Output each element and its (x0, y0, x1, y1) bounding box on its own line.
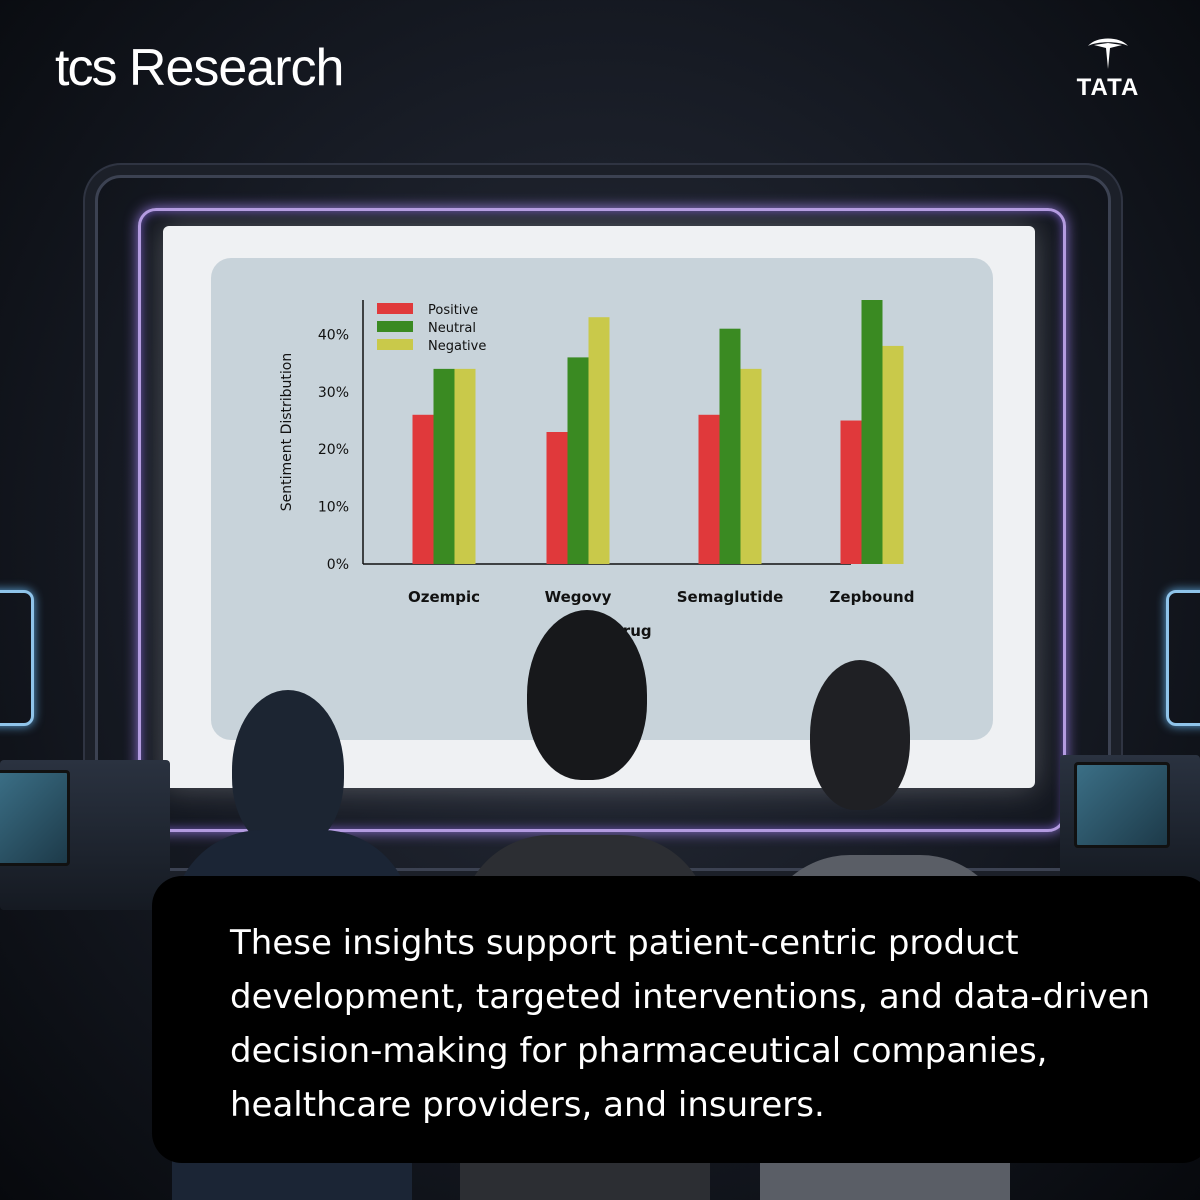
research-wordmark: Research (128, 39, 345, 97)
x-tick-label: Zepbound (830, 588, 915, 606)
y-tick-label: 0% (327, 557, 349, 573)
bar-positive (840, 420, 862, 564)
bar-neutral (719, 328, 741, 564)
legend-swatch-negative (377, 339, 413, 350)
bar-positive (698, 414, 720, 564)
caption-text: These insights support patient-centric p… (230, 923, 1151, 1125)
bar-negative (454, 368, 476, 564)
tata-wordmark: TATA (1076, 74, 1140, 101)
legend-label-neutral: Neutral (428, 321, 476, 336)
bar-neutral (567, 357, 589, 564)
tcs-wordmark: tcs (55, 39, 117, 97)
legend-label-positive: Positive (428, 303, 478, 318)
y-tick-label: 20% (318, 442, 349, 458)
bar-negative (740, 368, 762, 564)
right-wall-light (1166, 590, 1200, 726)
bar-positive (546, 432, 568, 564)
x-tick-label: Semaglutide (677, 588, 784, 606)
bar-neutral (861, 300, 883, 564)
left-monitor (0, 770, 70, 866)
x-tick-label: Wegovy (545, 588, 612, 606)
bar-negative (882, 345, 904, 564)
legend-label-negative: Negative (428, 339, 486, 354)
y-tick-label: 40% (318, 327, 349, 343)
right-monitor (1074, 762, 1170, 848)
x-tick-label: Ozempic (408, 588, 480, 606)
y-tick-label: 10% (318, 500, 349, 516)
caption-box (152, 876, 1200, 1163)
tcs-research-logo: tcs Research (55, 38, 345, 98)
person-right-head (810, 660, 910, 810)
y-axis-label: Sentiment Distribution (279, 353, 295, 512)
bar-neutral (433, 368, 455, 564)
y-tick-label: 30% (318, 385, 349, 401)
legend-swatch-positive (377, 303, 413, 314)
tata-emblem-icon (1088, 38, 1128, 69)
bar-negative (588, 317, 610, 564)
person-center-head (527, 610, 647, 780)
tata-logo: TATA (1066, 36, 1150, 106)
legend-swatch-neutral (377, 321, 413, 332)
bar-positive (412, 414, 434, 564)
glowing-frame (138, 208, 1066, 832)
bar-chart: 0% 10% 20% 30% 40% Sentiment Distribution Ozem… (279, 300, 915, 640)
person-left-head (232, 690, 344, 850)
left-wall-light (0, 590, 34, 726)
